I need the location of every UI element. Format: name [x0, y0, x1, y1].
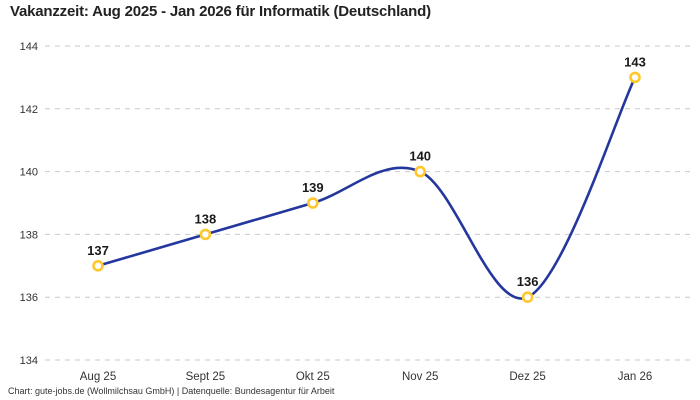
chart-title: Vakanzzeit: Aug 2025 - Jan 2026 für Info…	[10, 3, 431, 20]
data-point-label: 138	[195, 211, 217, 226]
x-axis-tick-label: Aug 25	[80, 371, 116, 383]
y-axis-tick-label: 138	[20, 229, 38, 241]
x-axis-tick-label: Sept 25	[186, 371, 226, 383]
chart-footer: Chart: gute-jobs.de (Wollmilchsau GmbH) …	[8, 386, 335, 396]
data-point-marker	[629, 71, 641, 84]
x-axis-tick-label: Jan 26	[618, 371, 653, 383]
data-point-marker	[199, 228, 212, 241]
data-point-label: 139	[302, 180, 324, 195]
y-axis-tick-label: 134	[20, 355, 38, 367]
data-point-marker	[414, 165, 427, 178]
data-point-label: 140	[409, 149, 431, 164]
y-axis-tick-label: 140	[20, 167, 38, 179]
data-point-marker	[306, 197, 319, 209]
y-axis-tick-label: 136	[20, 292, 38, 304]
data-point-marker	[521, 291, 534, 304]
data-point-label: 136	[517, 274, 539, 289]
data-point-marker	[92, 259, 104, 272]
data-point-label: 137	[87, 243, 109, 258]
x-axis-tick-label: Okt 25	[296, 371, 330, 383]
y-axis-tick-label: 144	[20, 41, 38, 53]
x-axis-tick-label: Dez 25	[509, 371, 545, 383]
data-point-label: 143	[624, 54, 646, 69]
line-series	[96, 76, 637, 300]
y-axis-tick-label: 142	[20, 104, 38, 116]
x-axis-tick-label: Nov 25	[402, 371, 438, 383]
